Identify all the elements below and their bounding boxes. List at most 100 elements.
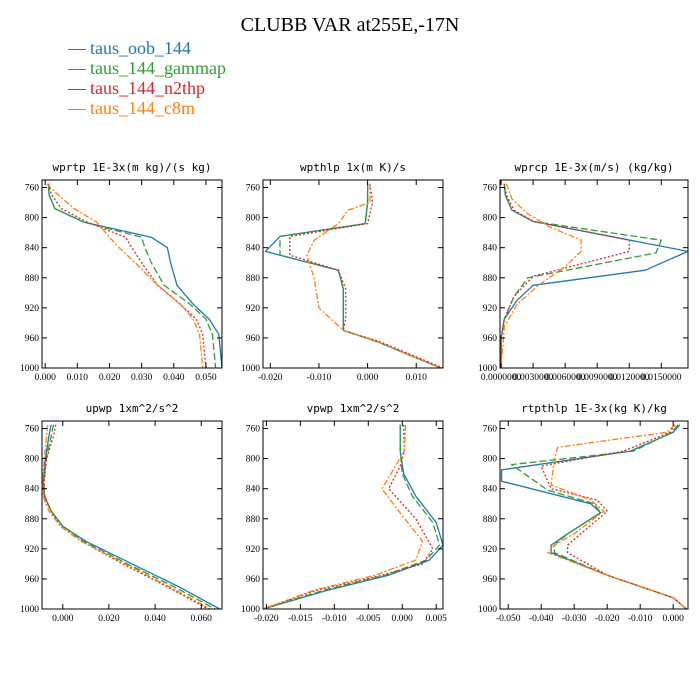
x-tick-label: -0.005 — [356, 614, 381, 624]
x-tick-label: 0.040 — [163, 373, 185, 383]
y-tick-label: 880 — [246, 515, 261, 525]
x-tick-label: 0.010 — [67, 373, 89, 383]
series-line — [47, 183, 207, 368]
series-line — [500, 183, 662, 368]
panel-title: wprcp 1E-3x(m/s) (kg/kg) — [515, 161, 674, 174]
x-tick-label: 0.060 — [191, 614, 213, 624]
panel-title: wprtp 1E-3x(m kg)/(s kg) — [53, 161, 212, 174]
y-tick-label: 920 — [246, 545, 261, 555]
x-tick-label: 0.030 — [131, 373, 153, 383]
legend-label: taus_144_gammap — [90, 58, 226, 78]
y-tick-label: 840 — [246, 244, 261, 254]
y-tick-label: 880 — [25, 515, 40, 525]
panel-title: vpwp 1xm^2/s^2 — [307, 402, 400, 415]
axes-frame — [41, 420, 223, 610]
x-tick-label: -0.010 — [322, 614, 347, 624]
legend-line-swatch — [68, 89, 86, 91]
x-tick-label: -0.015 — [288, 614, 313, 624]
y-tick-label: 880 — [246, 274, 261, 284]
axes-frame — [41, 179, 223, 369]
y-tick-label: 1000 — [20, 364, 39, 374]
axes-frame — [499, 179, 689, 369]
y-tick-label: 800 — [25, 455, 40, 465]
y-tick-label: 920 — [25, 545, 40, 555]
series-line — [279, 183, 441, 368]
panel-title: upwp 1xm^2/s^2 — [86, 402, 179, 415]
y-tick-label: 920 — [483, 304, 498, 314]
x-tick-label: 0.0000000 — [481, 373, 522, 383]
legend-label: taus_144_c8m — [90, 98, 195, 118]
panel-title: rtpthlp 1E-3x(kg K)/kg — [521, 402, 667, 415]
panel: wprtp 1E-3x(m kg)/(s kg) 760 800 840 880 920 9… — [20, 161, 223, 383]
y-tick-label: 800 — [246, 455, 261, 465]
y-tick-label: 800 — [483, 455, 498, 465]
x-tick-label: 0.020 — [98, 614, 120, 624]
legend-item: taus_144_gammap — [68, 58, 226, 78]
series-line — [500, 183, 582, 368]
x-tick-label: 0.0030000 — [513, 373, 554, 383]
legend-line-swatch — [68, 69, 86, 71]
y-tick-label: 960 — [246, 575, 261, 585]
series-line — [46, 183, 204, 368]
legend-label: taus_144_n2thp — [90, 78, 205, 98]
legend-line-swatch — [68, 109, 86, 111]
series-line — [500, 183, 688, 368]
x-tick-label: -0.010 — [628, 614, 653, 624]
x-tick-label: 0.005 — [426, 614, 448, 624]
y-tick-label: 1000 — [241, 364, 260, 374]
figure-title: CLUBB VAR at255E,-17N — [240, 14, 460, 36]
y-tick-label: 960 — [246, 334, 261, 344]
y-tick-label: 1000 — [241, 605, 260, 615]
legend: taus_oob_144 taus_144_gammap taus_144_n2… — [68, 38, 226, 118]
series-line — [47, 183, 217, 368]
x-tick-label: 0.040 — [144, 614, 166, 624]
y-tick-label: 760 — [246, 184, 261, 194]
legend-item: taus_oob_144 — [68, 38, 226, 58]
y-tick-label: 880 — [483, 274, 498, 284]
x-tick-label: 0.000 — [52, 614, 74, 624]
series-line — [306, 183, 441, 368]
series-line — [547, 424, 687, 609]
panel-title: wpthlp 1x(m K)/s — [300, 161, 406, 174]
y-tick-label: 760 — [25, 184, 40, 194]
y-tick-label: 800 — [25, 214, 40, 224]
x-tick-label: 0.000 — [357, 373, 379, 383]
panel: upwp 1xm^2/s^2 760 800 840 880 920 960 1000 0.00… — [20, 402, 223, 624]
series-line — [540, 424, 687, 609]
axes-frame — [262, 179, 444, 369]
y-tick-label: 960 — [25, 334, 40, 344]
x-tick-label: 0.010 — [406, 373, 428, 383]
y-tick-label: 1000 — [478, 364, 497, 374]
panel: wprcp 1E-3x(m/s) (kg/kg) 760 800 840 880 920 9… — [478, 161, 689, 383]
x-tick-label: -0.020 — [254, 614, 279, 624]
series-line — [42, 424, 221, 609]
x-tick-label: 0.0060000 — [545, 373, 586, 383]
x-tick-label: 0.050 — [195, 373, 217, 383]
y-tick-label: 960 — [483, 334, 498, 344]
y-tick-label: 760 — [483, 425, 498, 435]
y-tick-label: 840 — [246, 485, 261, 495]
axes-frame — [262, 420, 444, 610]
x-tick-label: 0.000 — [662, 614, 684, 624]
series-line — [500, 183, 630, 368]
x-tick-label: 0.0120000 — [609, 373, 650, 383]
series-line — [263, 424, 441, 609]
y-tick-label: 840 — [483, 244, 498, 254]
y-tick-label: 840 — [25, 244, 40, 254]
legend-item: taus_144_n2thp — [68, 78, 226, 98]
y-tick-label: 760 — [25, 425, 40, 435]
panel: rtpthlp 1E-3x(kg K)/kg 760 800 840 880 920 960… — [478, 402, 689, 624]
y-tick-label: 960 — [483, 575, 498, 585]
series-line — [43, 424, 216, 609]
y-tick-label: 880 — [25, 274, 40, 284]
x-tick-label: 0.0150000 — [641, 373, 682, 383]
y-tick-label: 920 — [246, 304, 261, 314]
x-tick-label: 0.000 — [35, 373, 57, 383]
y-tick-label: 1000 — [20, 605, 39, 615]
x-tick-label: -0.020 — [258, 373, 283, 383]
series-line — [47, 183, 222, 368]
legend-item: taus_144_c8m — [68, 98, 226, 118]
y-tick-label: 880 — [483, 515, 498, 525]
x-tick-label: -0.030 — [562, 614, 587, 624]
